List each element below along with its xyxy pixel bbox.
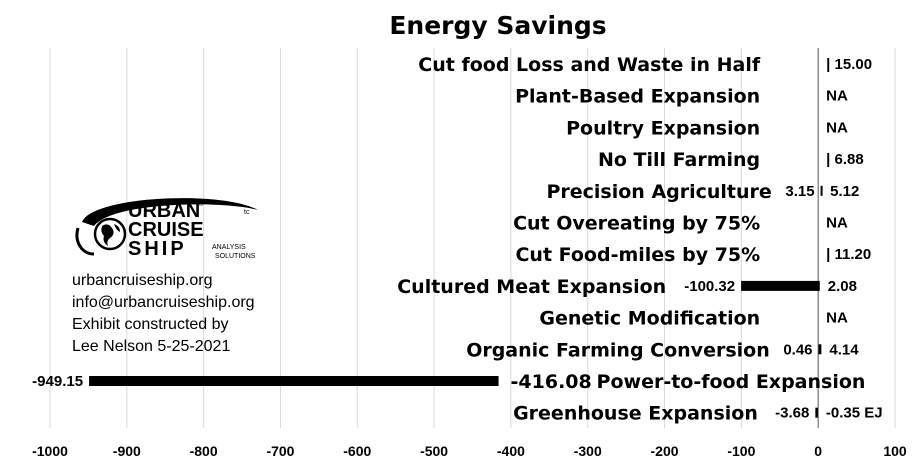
category-label: Power-to-food Expansion	[597, 371, 866, 393]
branding-block: URBAN ® tc CRUISE SHIP ANALYSIS SOLUTION…	[72, 192, 312, 358]
data-label-high: | 6.88	[826, 151, 864, 168]
data-label-low: -100.32	[684, 278, 735, 295]
logo-line-urban: URBAN	[128, 200, 200, 222]
data-label-high: 5.12	[830, 183, 859, 200]
x-tick-label: -300	[574, 443, 602, 459]
category-label: Greenhouse Expansion	[513, 403, 758, 425]
bars	[89, 185, 823, 418]
bar	[818, 344, 822, 355]
bar	[820, 185, 823, 196]
x-tick-label: 100	[883, 443, 907, 459]
data-label-low: -3.68	[775, 405, 809, 422]
x-tick-label: -900	[113, 443, 141, 459]
logo-continents-icon	[101, 224, 120, 246]
x-tick-label: -1000	[32, 443, 68, 459]
chart-title: Energy Savings	[389, 11, 606, 40]
x-tick-label: -600	[343, 443, 371, 459]
data-label-high: 4.14	[829, 341, 859, 358]
category-label: Poultry Expansion	[566, 117, 760, 139]
contact-info: urbancruiseship.org info@urbancruiseship.…	[72, 270, 312, 358]
data-label-high: 2.08	[828, 278, 857, 295]
category-label: Precision Agriculture	[546, 181, 771, 203]
category-label: Cut food Loss and Waste in Half	[418, 54, 761, 76]
logo-swoosh-icon	[82, 198, 258, 226]
category-label: Cultured Meat Expansion	[397, 276, 666, 298]
logo-line-ship: SHIP	[128, 238, 187, 260]
category-label: Plant-Based Expansion	[515, 86, 760, 108]
data-label-high: NA	[826, 215, 848, 232]
contact-info-line: Lee Nelson 5-25-2021	[72, 338, 231, 355]
category-label: Organic Farming Conversion	[466, 339, 770, 361]
bar	[741, 280, 820, 291]
category-label: Cut Overeating by 75%	[513, 213, 760, 235]
category-labels: Cut food Loss and Waste in Half Plant-Bas…	[397, 54, 865, 425]
logo-hook-icon	[75, 227, 95, 256]
category-label: Genetic Modification	[539, 308, 760, 330]
category-label: Cut Food-miles by 75%	[515, 244, 760, 266]
category-label: No Till Farming	[598, 149, 760, 171]
x-tick-label: -800	[190, 443, 218, 459]
data-label-high: | 11.20	[826, 246, 871, 263]
logo-registered-mark: ®	[198, 200, 204, 208]
data-label-high: NA	[826, 310, 848, 327]
logo-tag-solutions: SOLUTIONS	[215, 253, 256, 260]
contact-info-line: Exhibit constructed by	[72, 316, 229, 333]
data-label-high: -416.08	[511, 371, 592, 393]
data-label-low: -949.15	[32, 373, 83, 390]
logo-tag-analysis: ANALYSIS	[212, 244, 246, 251]
data-label-high: -0.35 EJ	[826, 405, 883, 422]
x-axis-ticks: -1000 -900 -800 -700 -600 -500 -400 -300 -200 -10…	[32, 443, 907, 459]
contact-info-line: info@urbancruiseship.org	[72, 294, 255, 311]
data-label-high: NA	[826, 88, 848, 105]
data-labels: | 15.00 NA NA | 6.88 3.15 5.12 NA | 11.20 -100.3…	[32, 56, 882, 422]
data-label-high: | 15.00	[826, 56, 872, 73]
x-tick-label: 0	[814, 443, 822, 459]
bar	[89, 376, 499, 386]
bar	[815, 407, 818, 418]
x-tick-label: -200	[651, 443, 679, 459]
data-label-high: NA	[826, 119, 848, 136]
contact-info-line: urbancruiseship.org	[72, 272, 213, 289]
logo-tc-mark: tc	[244, 209, 250, 216]
x-tick-label: -500	[420, 443, 448, 459]
x-tick-label: -100	[727, 443, 755, 459]
gridlines	[49, 48, 896, 428]
x-tick-label: -400	[497, 443, 525, 459]
urban-cruise-ship-logo: URBAN ® tc CRUISE SHIP ANALYSIS SOLUTION…	[75, 198, 258, 260]
logo-line-cruise: CRUISE	[128, 219, 204, 241]
data-label-low: 0.46	[783, 341, 812, 358]
x-tick-label: -700	[266, 443, 294, 459]
data-label-low: 3.15	[785, 183, 814, 200]
